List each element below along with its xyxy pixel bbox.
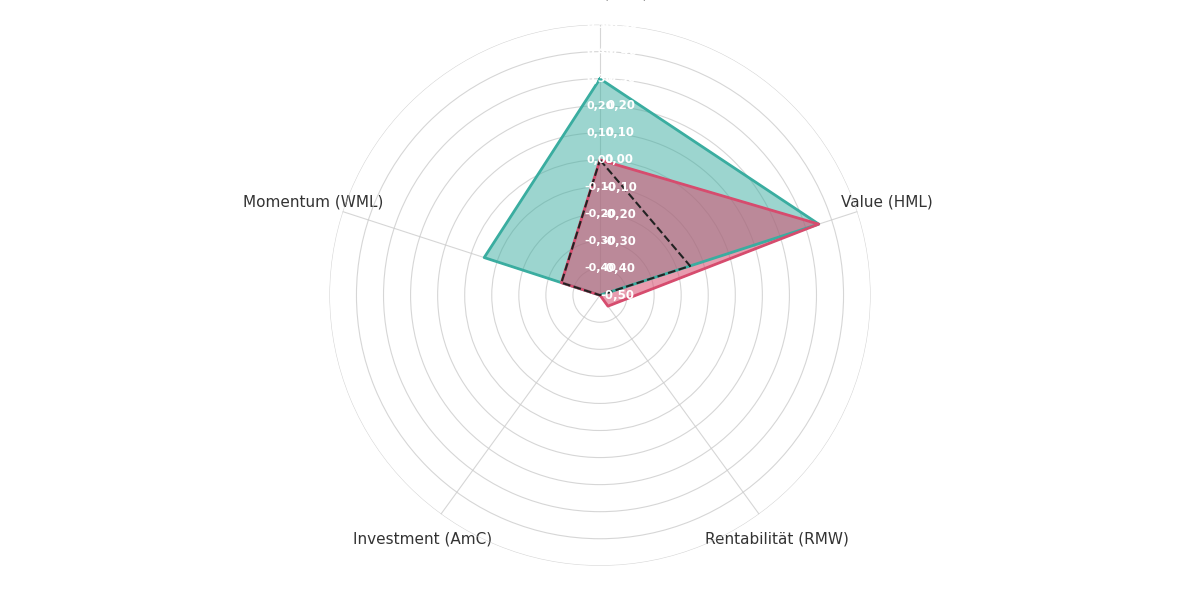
Text: 0,30: 0,30: [587, 74, 613, 84]
Text: -0,20: -0,20: [584, 209, 616, 219]
Text: -0,40: -0,40: [584, 263, 616, 273]
Text: 0,50: 0,50: [610, 18, 638, 31]
Text: 0,20: 0,20: [607, 100, 636, 113]
Polygon shape: [562, 160, 818, 306]
Text: 0,30: 0,30: [607, 73, 636, 85]
Text: -0,30: -0,30: [584, 236, 616, 246]
Text: -0,10: -0,10: [584, 182, 616, 192]
Polygon shape: [484, 79, 818, 295]
Text: 0,20: 0,20: [587, 101, 613, 111]
Text: -0,10: -0,10: [604, 181, 637, 194]
Text: -0,30: -0,30: [602, 234, 636, 248]
Text: 0,00: 0,00: [605, 154, 634, 167]
Text: 0,10: 0,10: [587, 128, 613, 138]
Text: 0,40: 0,40: [587, 47, 613, 57]
Text: 0,00: 0,00: [587, 155, 613, 165]
Text: 0,50: 0,50: [587, 20, 613, 30]
Text: 0,40: 0,40: [608, 46, 637, 58]
Text: -0,40: -0,40: [601, 261, 635, 275]
Text: -0,20: -0,20: [602, 208, 637, 221]
Text: -0,50: -0,50: [600, 288, 634, 302]
Text: 0,10: 0,10: [606, 127, 635, 140]
